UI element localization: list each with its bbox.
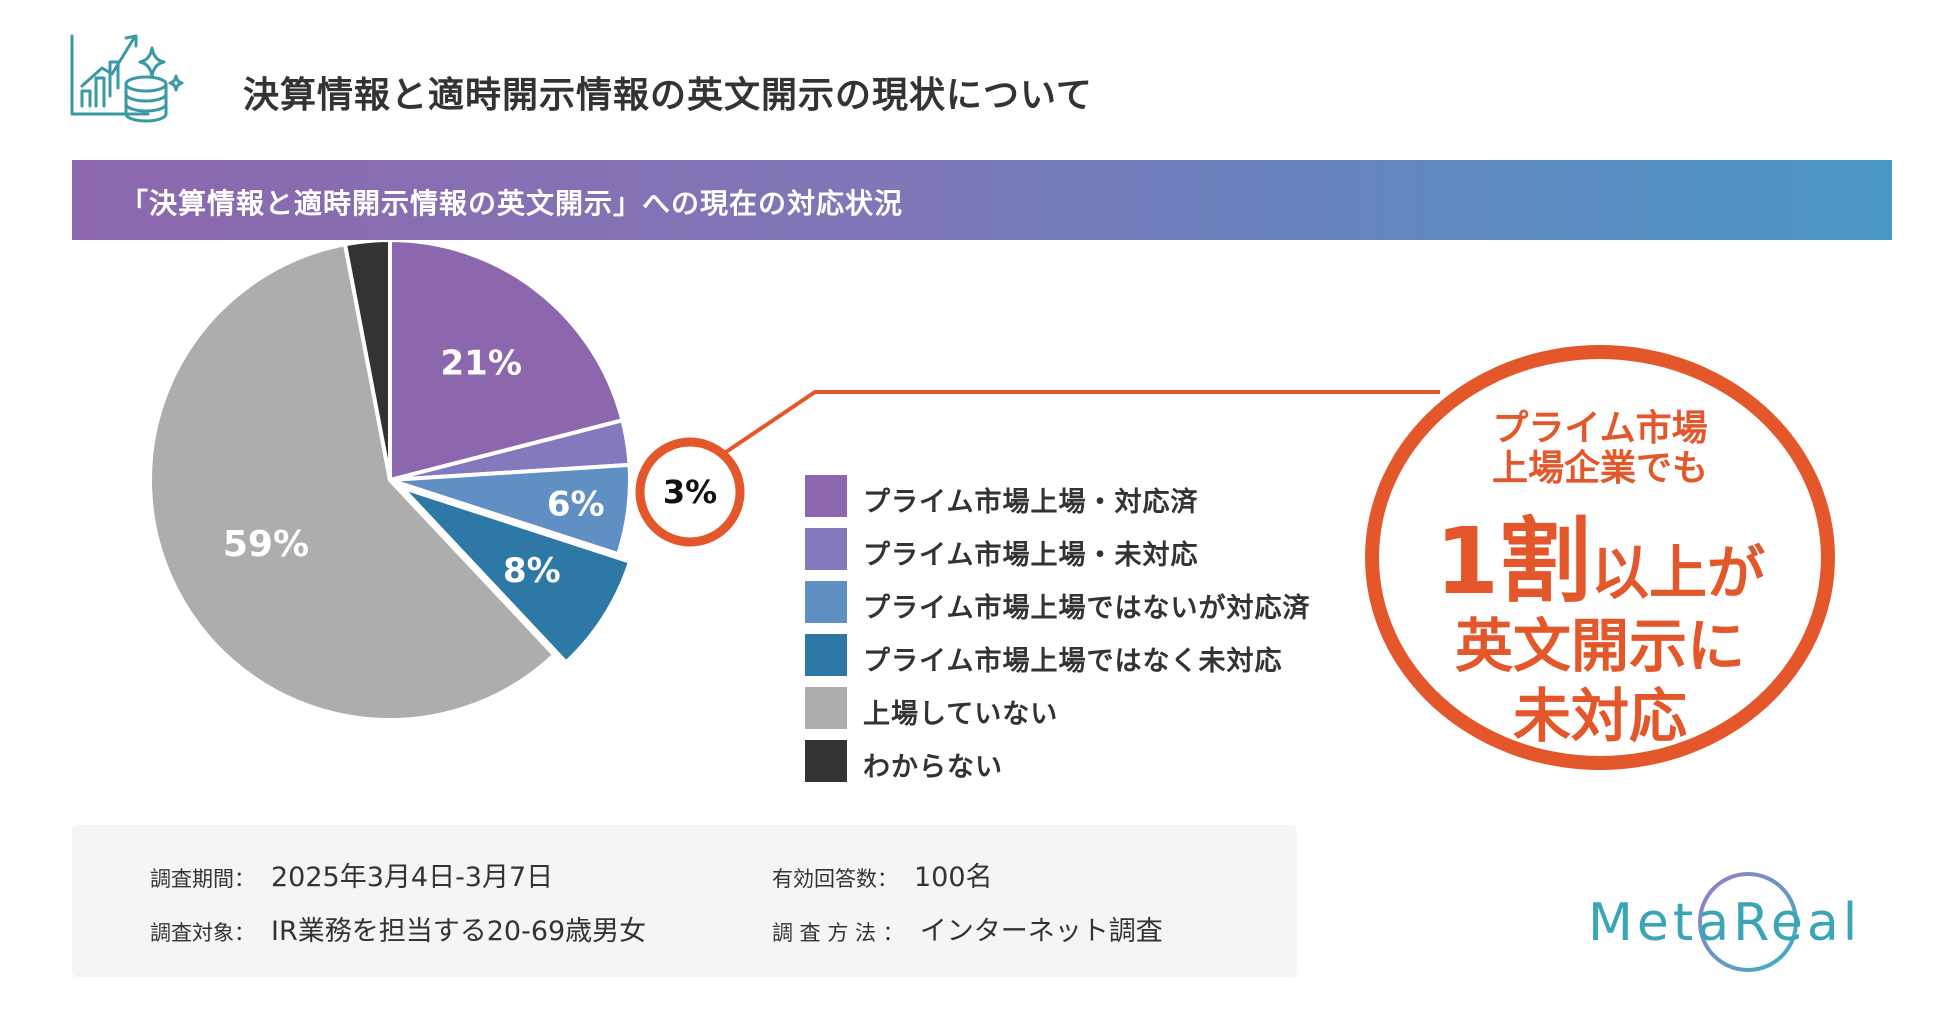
slice-value-label: 21%	[441, 343, 522, 383]
callout-big-number: 1割	[1434, 508, 1591, 615]
legend-swatch	[805, 581, 847, 623]
pie-slice	[342, 240, 392, 481]
survey-method-label: 調 査 方 法 ：	[772, 921, 904, 945]
slice-value-label: 59%	[223, 524, 309, 565]
slice-value-label: 8%	[503, 551, 561, 591]
pie-slice	[400, 485, 633, 666]
survey-method: 調 査 方 法 ： インターネット調査	[772, 909, 1163, 948]
legend-label: 上場していない	[863, 699, 1059, 730]
pie-chart: 21% 3% 6% 8% 59% 3%	[148, 240, 1440, 722]
callout-highlight: 1割以上が	[1379, 487, 1821, 620]
survey-responses: 有効回答数： 100名	[772, 855, 993, 894]
svg-text:MetaReal: MetaReal	[1588, 893, 1861, 953]
slice-value-label: 3%	[336, 240, 394, 246]
chart-title-banner: 「決算情報と適時開示情報の英文開示」への現在の対応状況	[72, 160, 1892, 240]
survey-period-label: 調査期間：	[150, 867, 255, 891]
legend-swatch	[805, 528, 847, 570]
legend-label: わからない	[863, 752, 1003, 783]
survey-period-value: 2025年3月4日-3月7日	[271, 862, 554, 893]
pie-slice	[389, 462, 632, 557]
slice-value-label: 6%	[547, 484, 605, 524]
legend-label: プライム市場上場・未対応	[863, 540, 1199, 571]
legend-swatch	[805, 740, 847, 782]
page-title: 決算情報と適時開示情報の英文開示の現状について	[243, 75, 1093, 116]
survey-info-box: 調査期間： 2025年3月4日-3月7日 調査対象： IR業務を担当する20-69歳…	[72, 825, 1297, 977]
callout-line: プライム市場	[1492, 408, 1708, 449]
callout-circle: プライム市場 上場企業でも 1割以上が 英文開示に 未対応	[1365, 345, 1835, 770]
legend-swatch	[805, 687, 847, 729]
header: 決算情報と適時開示情報の英文開示の現状について	[68, 26, 1568, 136]
survey-target-label: 調査対象：	[150, 921, 255, 945]
legend-swatch	[805, 475, 847, 517]
callout-line: 上場企業でも	[1491, 448, 1708, 489]
legend-swatch	[805, 634, 847, 676]
survey-target: 調査対象： IR業務を担当する20-69歳男女	[150, 909, 646, 948]
growth-chart-coins-icon	[70, 34, 184, 123]
pie-slice	[388, 240, 625, 483]
metareal-logo: MetaReal	[1588, 872, 1861, 972]
survey-responses-value: 100名	[914, 862, 993, 893]
survey-responses-label: 有効回答数：	[772, 867, 898, 891]
legend-label: プライム市場上場・対応済	[863, 487, 1199, 518]
survey-period: 調査期間： 2025年3月4日-3月7日	[150, 855, 553, 894]
callout-big-rest: 以上が	[1591, 539, 1766, 607]
survey-target-value: IR業務を担当する20-69歳男女	[271, 916, 647, 947]
pie-slice	[148, 241, 558, 722]
chart-title: 「決算情報と適時開示情報の英文開示」への現在の対応状況	[120, 187, 904, 220]
slice-value-label: 3%	[663, 473, 717, 511]
legend-label: プライム市場上場ではないが対応済	[863, 593, 1311, 624]
callout-ring	[635, 437, 745, 547]
survey-method-value: インターネット調査	[919, 916, 1163, 947]
legend-label: プライム市場上場ではなく未対応	[863, 646, 1283, 677]
callout-line: 未対応	[1512, 682, 1687, 750]
callout-connector-line	[724, 390, 1440, 454]
callout-line: 英文開示に	[1454, 612, 1745, 680]
